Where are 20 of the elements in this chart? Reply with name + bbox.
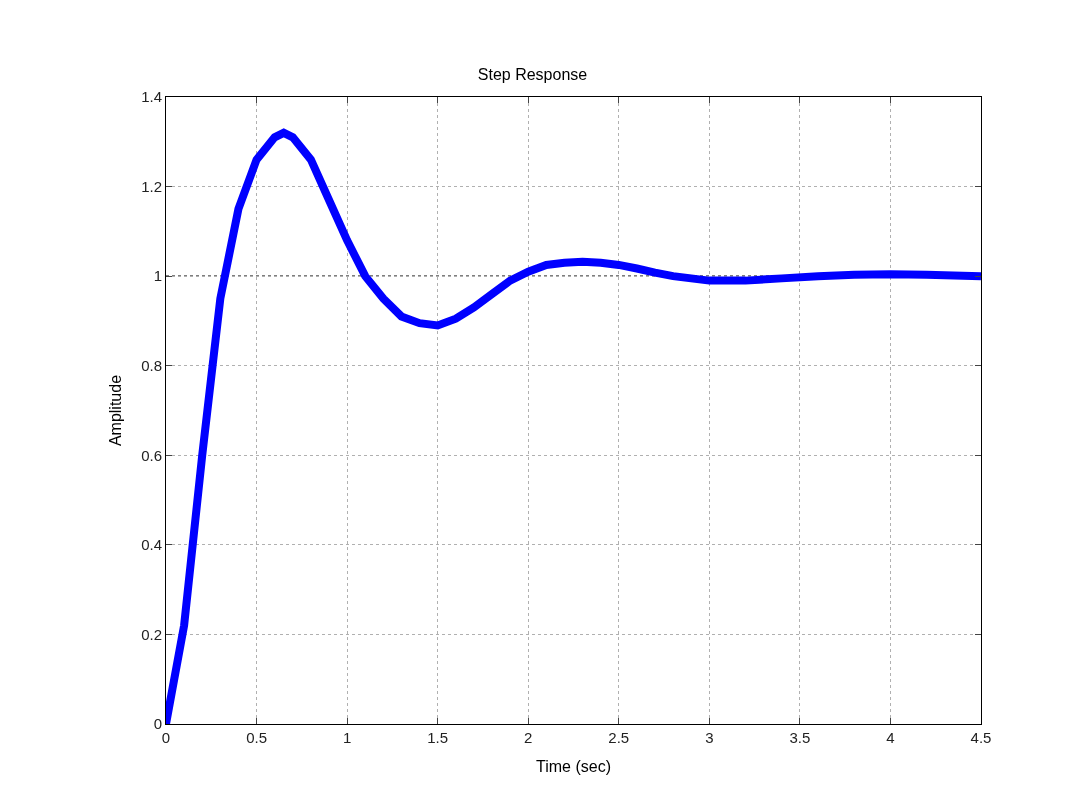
x-tick-label: 3: [705, 729, 714, 746]
x-tick-label: 4.5: [970, 729, 992, 746]
y-axis-title: Amplitude: [107, 374, 125, 447]
y-tick-label: 1.2: [141, 177, 162, 195]
y-tick-label: 0.8: [141, 356, 162, 374]
x-tick-label: 1: [342, 729, 352, 746]
x-tick-label: 2.5: [608, 729, 630, 746]
x-tick-label: 3.5: [789, 729, 811, 746]
chart-title: Step Response: [477, 66, 588, 83]
y-tick-label: 0.2: [141, 625, 162, 643]
y-tick-label: 0.4: [141, 536, 162, 554]
y-tick-label: 1.4: [141, 88, 162, 106]
y-tick-label: 1: [153, 267, 162, 285]
x-tick-label: 0.5: [246, 729, 267, 746]
x-tick-label: 1.5: [427, 729, 449, 746]
y-tick-label: 0: [153, 715, 162, 733]
x-tick-label: 4: [886, 729, 895, 746]
x-axis-title: Time (sec): [536, 757, 611, 775]
x-tick-label: 2: [524, 729, 533, 746]
y-tick-label: 0.6: [141, 446, 162, 464]
